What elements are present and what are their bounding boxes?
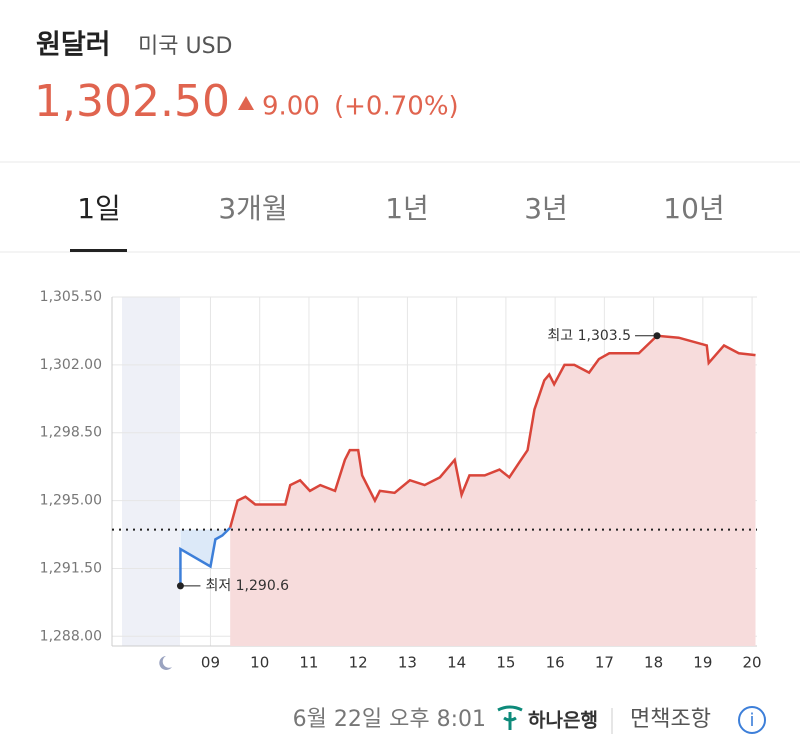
provider: 하나은행 xyxy=(528,710,598,732)
x-tick-label: 19 xyxy=(693,654,712,672)
annotation-label: 최고 1,303.5 xyxy=(547,328,631,344)
line xyxy=(228,334,756,529)
annotation-dot xyxy=(653,332,661,340)
tab[interactable]: 3개월 xyxy=(218,192,287,225)
area xyxy=(180,527,231,586)
x-tick-label: 13 xyxy=(398,654,417,672)
tab-underline xyxy=(70,249,127,252)
tab[interactable]: 1일 xyxy=(77,192,121,225)
y-tick-label: 1,291.50 xyxy=(40,560,102,576)
y-tick-label: 1,305.50 xyxy=(40,289,102,305)
x-tick-label: 17 xyxy=(595,654,614,672)
info-glyph: i xyxy=(749,710,754,731)
y-tick-label: 1,295.00 xyxy=(40,493,102,509)
y-tick-label: 1,288.00 xyxy=(40,628,102,644)
x-tick-label: 14 xyxy=(447,654,466,672)
x-tick-label: 09 xyxy=(201,654,220,672)
bank-logo xyxy=(497,705,523,730)
disclaimer[interactable]: 면책조항 xyxy=(630,707,711,732)
x-tick-label: 11 xyxy=(299,654,318,672)
x-tick-label: 20 xyxy=(743,654,762,672)
annotation-dot xyxy=(176,582,184,590)
x-tick-label: 12 xyxy=(349,654,368,672)
moon-icon xyxy=(159,656,172,670)
y-tick-label: 1,298.50 xyxy=(40,425,102,441)
x-tick-label: 18 xyxy=(644,654,663,672)
tab[interactable]: 1년 xyxy=(385,192,429,225)
y-tick-label: 1,302.00 xyxy=(40,357,102,373)
x-tick-label: 10 xyxy=(250,654,269,672)
subtitle: 미국 USD xyxy=(138,34,232,59)
x-tick-label: 16 xyxy=(546,654,565,672)
up-arrow xyxy=(238,96,254,110)
tab[interactable]: 10년 xyxy=(663,192,724,225)
line xyxy=(179,526,232,586)
title: 원달러 xyxy=(36,30,111,61)
plot: 1,288.00 1,291.50 1,295.00 1,298.50 1,302.00… xyxy=(40,289,762,672)
change: 9.00 xyxy=(262,92,320,122)
price: 1,302.50 xyxy=(34,76,230,127)
night-shade xyxy=(122,297,180,646)
tab[interactable]: 3년 xyxy=(524,192,568,225)
info-icon[interactable] xyxy=(738,706,766,734)
timestamp: 6월 22일 오후 8:01 xyxy=(293,707,486,732)
change-pct: (+0.70%) xyxy=(334,92,459,122)
x-tick-label: 15 xyxy=(496,654,515,672)
area xyxy=(230,335,756,646)
annotation-label: 최저 1,290.6 xyxy=(205,578,289,594)
